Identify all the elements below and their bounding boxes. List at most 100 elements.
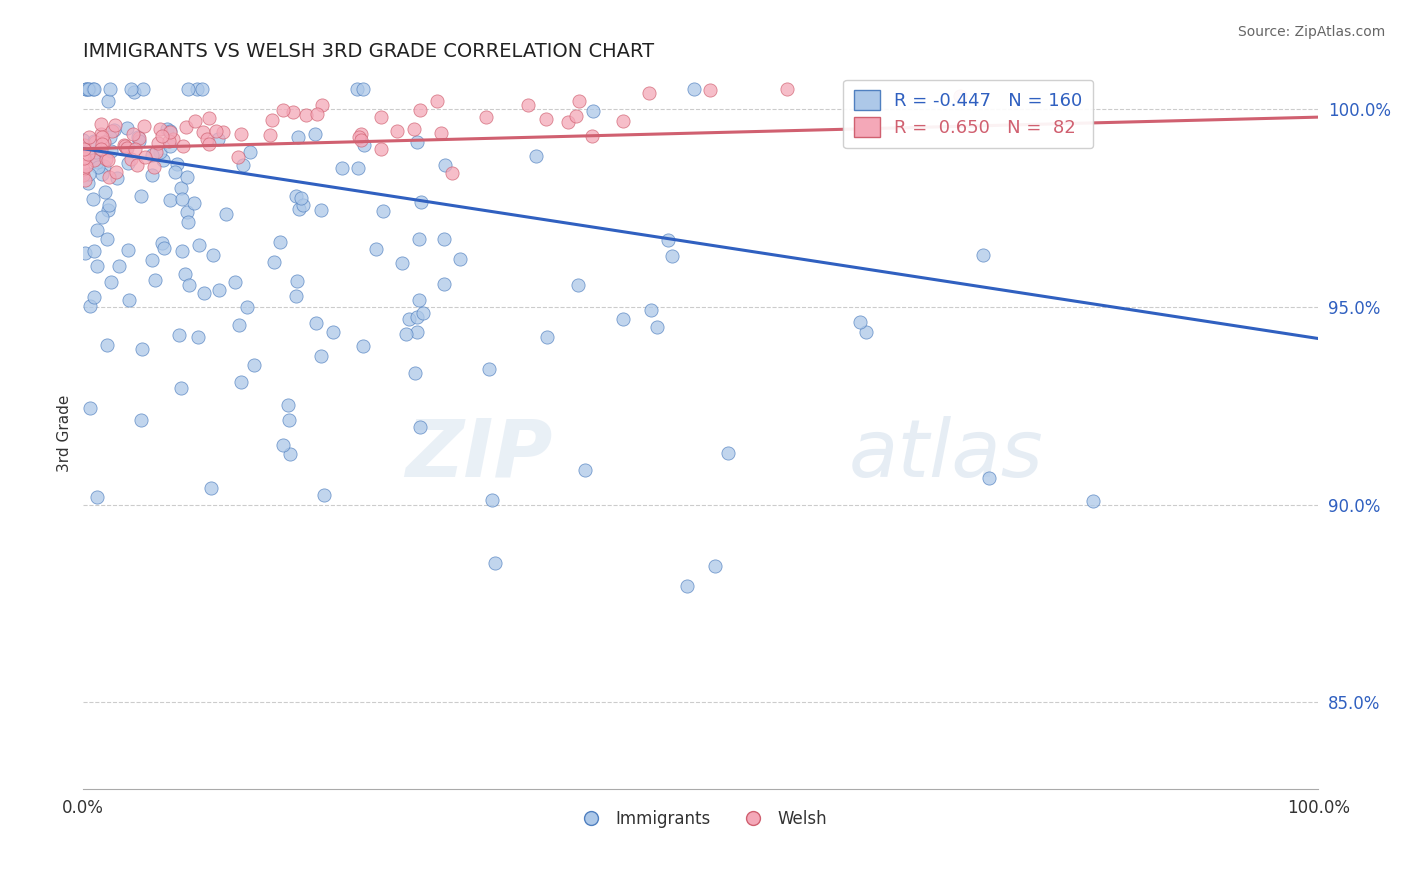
Point [72,162,94,177]
Point [408,103,430,117]
Point [118,293,141,307]
Point [83,244,105,258]
Point [776,82,799,96]
Point [309,203,332,218]
Point [129,413,152,427]
Point [481,492,503,507]
Point [536,329,558,343]
Point [117,156,139,170]
Point [172,244,194,258]
Point [949,89,972,103]
Point [565,108,588,122]
Point [96,153,118,167]
Point [260,113,283,128]
Point [391,256,413,270]
Point [188,238,211,252]
Point [176,204,198,219]
Point [208,283,231,297]
Point [304,128,326,142]
Point [582,104,605,119]
Point [426,94,449,108]
Point [478,362,501,376]
Point [82,192,104,206]
Point [271,438,294,452]
Point [271,103,294,118]
Point [404,366,426,380]
Point [278,447,301,461]
Point [193,286,215,301]
Point [77,82,100,96]
Point [183,196,205,211]
Point [131,343,153,357]
Point [86,490,108,504]
Point [152,129,174,144]
Point [146,136,169,151]
Point [195,132,218,146]
Point [145,145,167,159]
Point [412,306,434,320]
Point [83,82,105,96]
Point [141,148,163,162]
Point [152,153,174,167]
Point [75,82,97,96]
Point [186,82,208,96]
Point [83,134,105,148]
Point [263,255,285,269]
Point [177,215,200,229]
Point [128,130,150,145]
Point [112,137,135,152]
Point [98,82,121,96]
Point [122,85,145,99]
Point [75,159,97,173]
Point [72,168,94,182]
Point [409,419,432,434]
Point [90,210,112,224]
Legend: Immigrants, Welsh: Immigrants, Welsh [568,803,834,834]
Point [699,82,721,96]
Point [83,290,105,304]
Point [166,157,188,171]
Point [98,169,121,184]
Point [83,136,105,150]
Point [122,127,145,141]
Point [90,127,112,141]
Point [86,154,108,169]
Point [73,142,96,156]
Point [231,376,253,390]
Point [717,446,740,460]
Point [370,142,392,156]
Point [309,349,332,363]
Point [172,192,194,206]
Point [174,267,197,281]
Point [516,97,538,112]
Point [207,131,229,145]
Point [90,118,112,132]
Point [114,141,136,155]
Point [350,134,373,148]
Point [104,165,127,179]
Point [243,358,266,372]
Point [82,82,104,96]
Point [172,138,194,153]
Point [277,398,299,412]
Point [239,145,262,159]
Point [229,127,252,141]
Point [114,138,136,153]
Point [312,488,335,502]
Point [141,168,163,182]
Point [84,145,107,159]
Point [408,232,430,246]
Point [124,142,146,156]
Point [1081,494,1104,508]
Point [305,316,328,330]
Point [972,248,994,262]
Point [90,136,112,151]
Point [86,259,108,273]
Point [107,259,129,273]
Point [77,129,100,144]
Point [76,82,98,96]
Point [330,161,353,176]
Point [288,202,311,216]
Point [683,82,706,96]
Point [434,158,457,172]
